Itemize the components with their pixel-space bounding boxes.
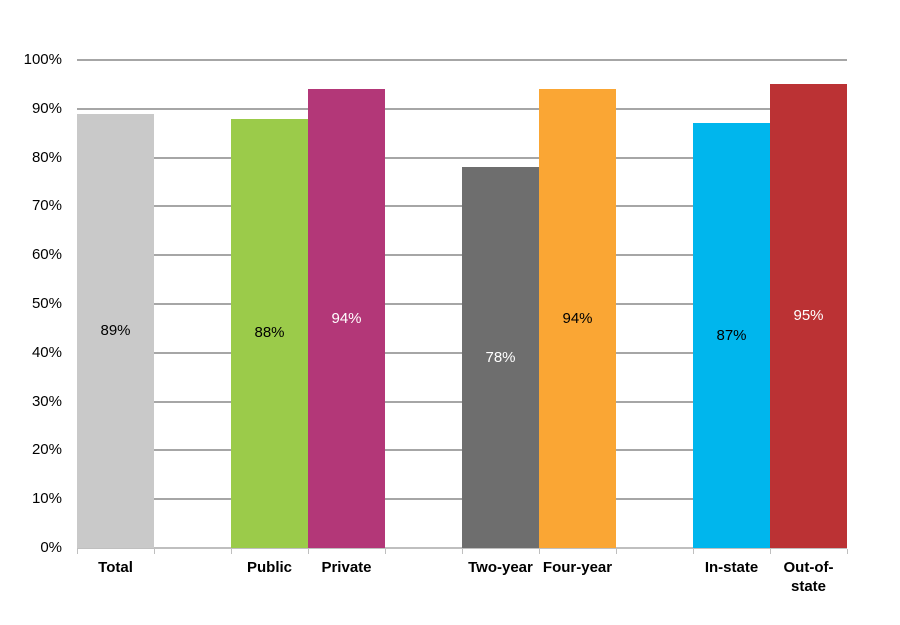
x-axis-tick <box>770 549 771 554</box>
category-label-two-year: Two-year <box>468 559 533 576</box>
x-axis-tick <box>847 549 848 554</box>
bar-out-of-state: 95% <box>770 84 847 548</box>
gridline-80% <box>77 156 847 159</box>
category-label-four-year: Four-year <box>542 559 613 576</box>
bar-in-state: 87% <box>693 123 770 548</box>
x-axis-tick <box>308 549 309 554</box>
y-tick-label-90: 90% <box>31 99 62 117</box>
gridline-90% <box>77 107 847 110</box>
x-axis-tick <box>616 549 617 554</box>
bar-total: 89% <box>77 113 154 548</box>
y-tick-label-40: 40% <box>31 343 62 361</box>
x-axis-tick <box>385 549 386 554</box>
x-axis-tick <box>154 549 155 554</box>
data-label-private: 94% <box>331 309 362 327</box>
bar-four-year: 94% <box>539 89 616 548</box>
data-label-public: 88% <box>254 324 285 342</box>
x-axis-tick <box>693 549 694 554</box>
y-tick-label-70: 70% <box>31 197 62 215</box>
y-tick-label-30: 30% <box>31 392 62 410</box>
category-label-out-of-state: Out-of-state <box>783 559 834 595</box>
x-axis-tick <box>231 549 232 554</box>
bar-private: 94% <box>308 89 385 548</box>
y-tick-label-50: 50% <box>31 295 62 312</box>
data-label-out-of-state: 95% <box>793 307 824 325</box>
y-tick-label-100: 100% <box>23 51 62 68</box>
x-axis-tick <box>539 549 540 554</box>
category-label-in-state: In-state <box>704 559 759 576</box>
category-label-private: Private <box>321 559 372 576</box>
data-label-total: 89% <box>100 321 131 339</box>
data-label-in-state: 87% <box>716 326 747 344</box>
category-label-public: Public <box>246 559 292 576</box>
bar-two-year: 78% <box>462 167 539 548</box>
category-label-total: Total <box>98 559 133 576</box>
data-label-four-year: 94% <box>562 309 593 327</box>
y-tick-label-80: 80% <box>31 148 62 166</box>
x-axis-line <box>77 547 847 549</box>
x-axis-tick <box>462 549 463 554</box>
data-label-two-year: 78% <box>485 348 516 366</box>
plot-area: 89% 88% 94% 78% 94% 87% 95% <box>77 59 848 554</box>
bar-public: 88% <box>231 118 308 548</box>
y-tick-label-60: 60% <box>31 246 62 264</box>
y-tick-label-0: 0% <box>40 539 62 556</box>
y-tick-label-10: 10% <box>31 490 62 508</box>
y-tick-label-20: 20% <box>31 441 62 459</box>
x-axis-tick <box>77 549 78 554</box>
gridline-100% <box>77 59 847 61</box>
